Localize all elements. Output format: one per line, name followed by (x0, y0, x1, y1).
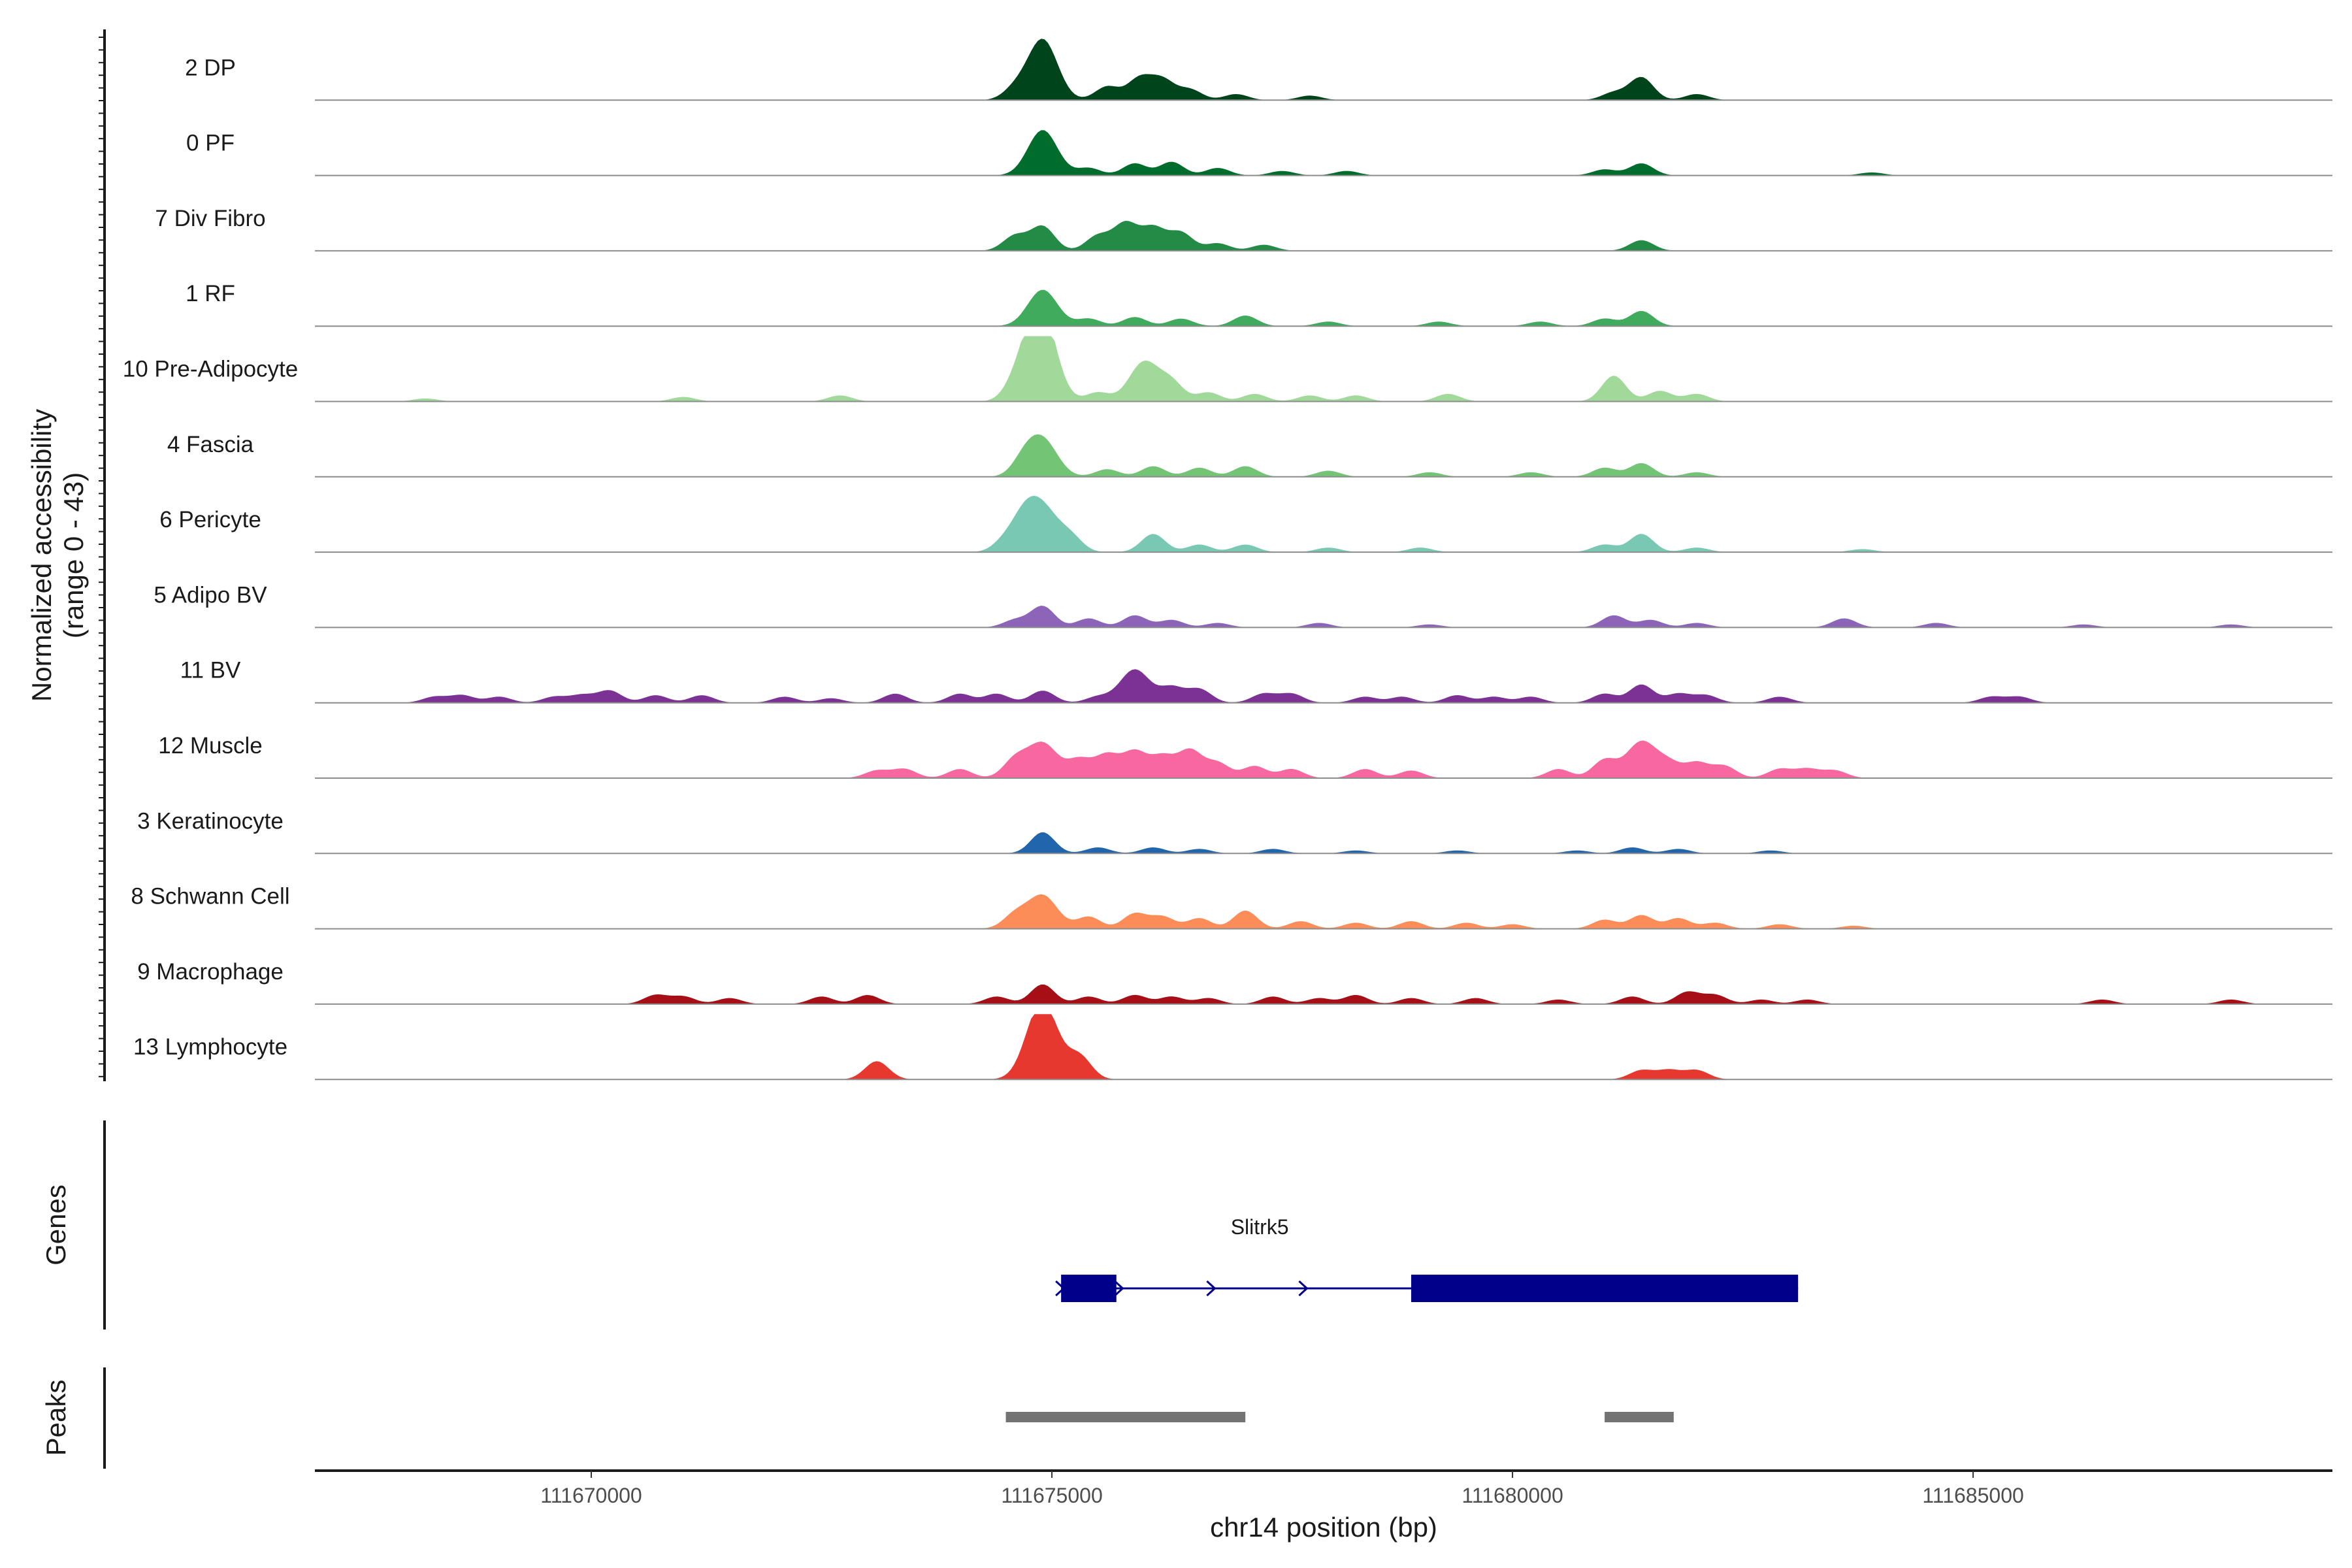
coverage-area (315, 221, 2332, 251)
y-axis-range: (range 0 - 43) (58, 472, 89, 638)
strand-arrow (1114, 1280, 1124, 1297)
coverage-area (315, 1014, 2332, 1080)
track-label: 2 DP (185, 55, 236, 80)
track-label: 12 Muscle (158, 733, 263, 759)
coverage-area (315, 289, 2332, 327)
x-tick-label: 111675000 (1001, 1484, 1102, 1507)
gene-exon (1411, 1275, 1799, 1302)
track-label: 13 Lymphocyte (133, 1034, 287, 1060)
track-label: 3 Keratinocyte (137, 808, 284, 834)
coverage-track: 4 Fascia (167, 432, 2332, 478)
track-label: 1 RF (186, 281, 235, 306)
track-label: 5 Adipo BV (154, 582, 267, 608)
x-axis-ticks: 111670000 111675000 111680000 111685000 (540, 1471, 2024, 1507)
coverage-area (315, 740, 2332, 778)
track-label: 11 BV (180, 658, 241, 683)
coverage-track: 0 PF (186, 130, 2332, 176)
coverage-area (315, 832, 2332, 854)
coverage-track: 13 Lymphocyte (133, 1014, 2332, 1081)
coverage-area (315, 606, 2332, 628)
gene-track: Slitrk5 (1055, 1215, 1799, 1302)
coverage-area (315, 336, 2332, 402)
x-tick-label: 111685000 (1922, 1484, 2023, 1507)
coverage-tracks: 2 DP 0 PF 7 Div Fibro 1 RF 10 Pre-Adipocyte 4… (123, 39, 2332, 1081)
x-tick-label: 111670000 (540, 1484, 642, 1507)
strand-arrow (1206, 1280, 1217, 1297)
coverage-track: 11 BV (180, 658, 2332, 704)
track-label: 7 Div Fibro (155, 206, 265, 231)
track-label: 0 PF (186, 131, 235, 156)
strand-arrow (1298, 1280, 1309, 1297)
peaks-track (1005, 1412, 1674, 1422)
coverage-track: 9 Macrophage (137, 959, 2332, 1005)
peak-region (1605, 1412, 1674, 1422)
coverage-track: 3 Keratinocyte (137, 808, 2332, 855)
peaks-panel-title: Peaks (41, 1380, 71, 1456)
x-tick-label: 111680000 (1462, 1484, 1563, 1507)
coverage-area (315, 434, 2332, 477)
x-axis-title: chr14 position (bp) (1210, 1512, 1437, 1543)
coverage-track: 7 Div Fibro (155, 206, 2332, 252)
peak-region (1005, 1412, 1246, 1422)
track-label: 9 Macrophage (137, 959, 284, 985)
genes-panel-title: Genes (41, 1184, 71, 1266)
coverage-track: 6 Pericyte (159, 495, 2332, 553)
coverage-area (315, 894, 2332, 929)
coverage-area (315, 39, 2332, 101)
coverage-area (315, 984, 2332, 1004)
gene-name: Slitrk5 (1231, 1215, 1289, 1239)
gene: Slitrk5 (1055, 1215, 1799, 1302)
coverage-track: 10 Pre-Adipocyte (123, 336, 2332, 402)
y-axis-title: Normalized accessibility (26, 409, 57, 702)
track-label: 10 Pre-Adipocyte (123, 357, 298, 382)
coverage-track: 8 Schwann Cell (131, 884, 2332, 930)
track-label: 6 Pericyte (159, 507, 261, 532)
coverage-area (315, 495, 2332, 553)
coverage-area (315, 669, 2332, 703)
coverage-track: 2 DP (185, 39, 2332, 101)
coverage-track: 5 Adipo BV (154, 582, 2332, 629)
gene-exon (1061, 1275, 1117, 1302)
track-label: 4 Fascia (167, 432, 254, 457)
coverage-track: 1 RF (186, 281, 2332, 327)
track-label: 8 Schwann Cell (131, 884, 289, 909)
coverage-track: 12 Muscle (158, 733, 2332, 779)
coverage-area (315, 130, 2332, 176)
